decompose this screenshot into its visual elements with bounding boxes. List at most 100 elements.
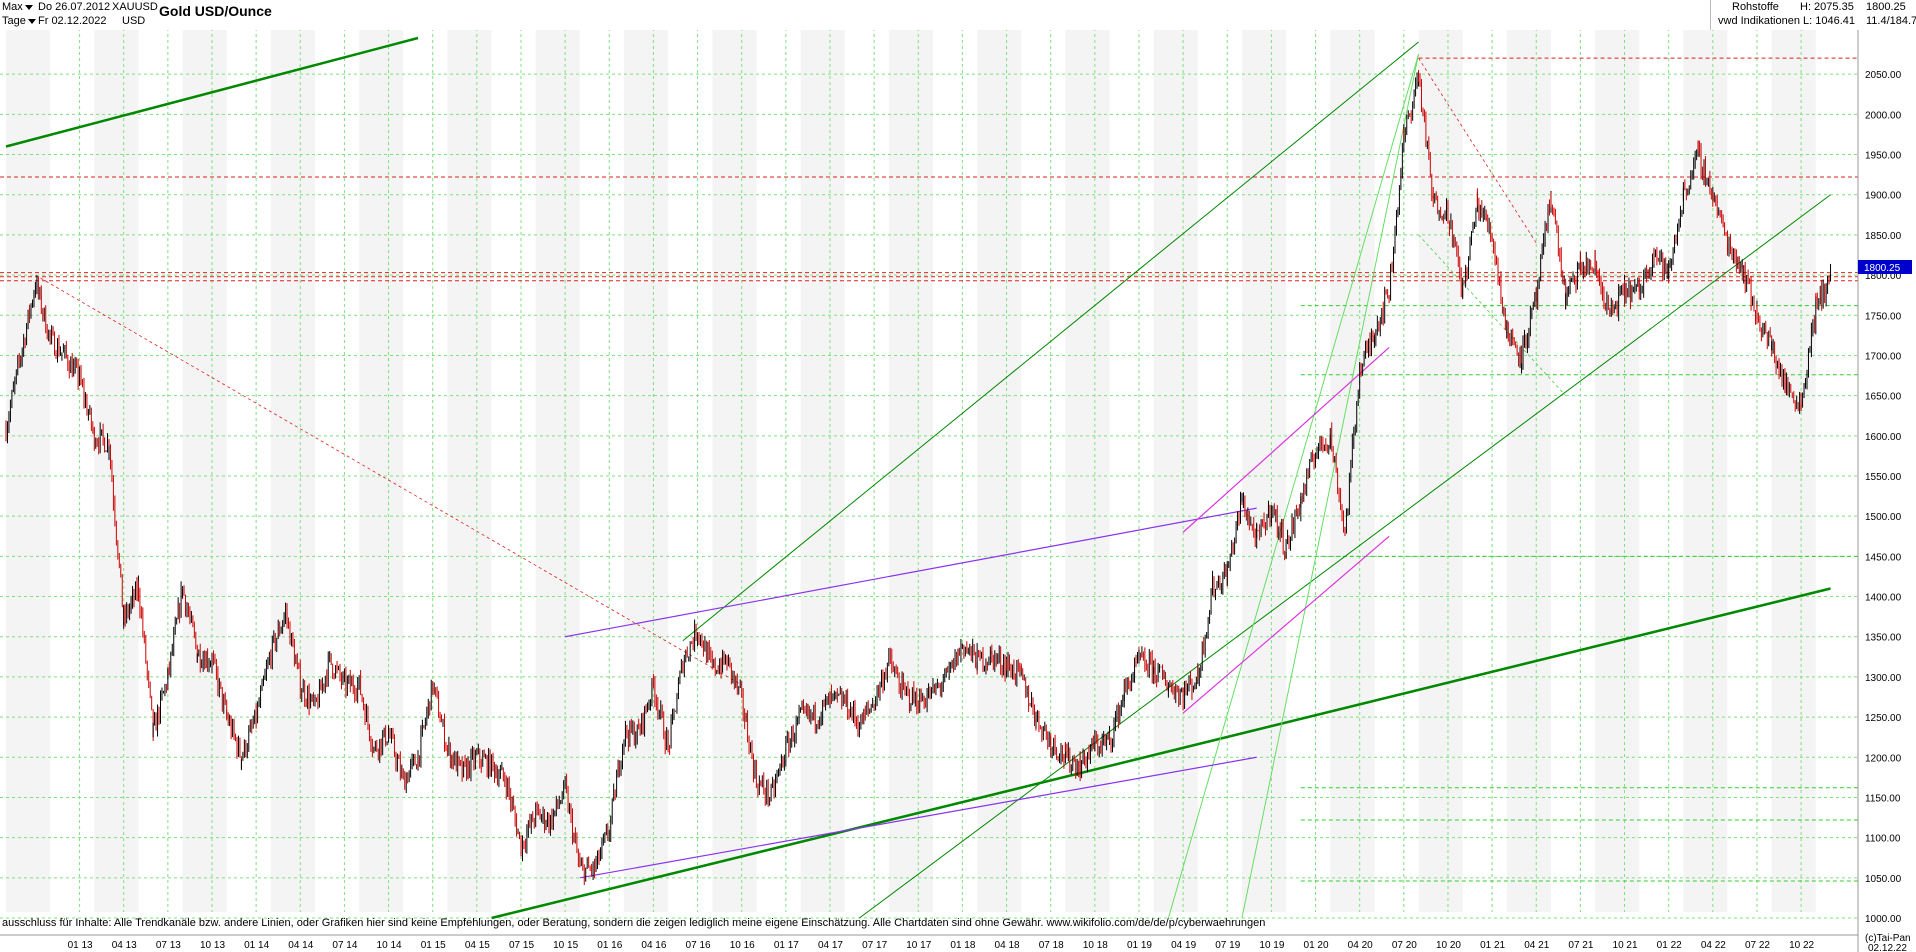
long-channel-top-line: [5, 36, 419, 148]
range-select[interactable]: Max: [2, 1, 33, 14]
x-tick-label: 01 17: [774, 940, 799, 951]
pullback-line: [1418, 57, 1537, 244]
x-tick-label: 04 19: [1171, 940, 1196, 951]
y-tick-label: 1750.00: [1865, 311, 1902, 322]
x-tick-label: 04 18: [995, 940, 1020, 951]
month-band: [1065, 28, 1110, 912]
date-to: Fr 02.12.2022: [38, 15, 107, 27]
x-tick-label: 10 14: [377, 940, 402, 951]
chart-title: Gold USD/Ounce: [159, 3, 272, 19]
y-tick-label: 1950.00: [1865, 151, 1902, 162]
y-tick-label: 1350.00: [1865, 633, 1902, 644]
interval-select-label: Tage: [2, 15, 26, 27]
month-band: [270, 28, 315, 912]
month-band: [1595, 28, 1640, 912]
x-tick-label: 07 16: [686, 940, 711, 951]
x-tick-label: 04 20: [1348, 940, 1373, 951]
symbol-label: XAUUSD: [112, 1, 158, 13]
month-band: [977, 28, 1022, 912]
channel-lower-line: [859, 194, 1831, 919]
x-tick-label: 10 13: [200, 940, 225, 951]
x-tick-label: 10 19: [1259, 940, 1284, 951]
x-tick-label: 07 18: [1039, 940, 1064, 951]
x-tick-label: 01 14: [244, 940, 269, 951]
high-label: H: 2075.35: [1800, 1, 1854, 13]
x-tick-label: 04 17: [818, 940, 843, 951]
y-tick-label: 1300.00: [1865, 673, 1902, 684]
dropdown-arrow-icon: [27, 18, 36, 24]
disclaimer-text: ausschluss für Inhalte: Alle Trendkanäle…: [2, 917, 1265, 929]
low-label: L: 1046.41: [1803, 15, 1855, 27]
y-tick-label: 1850.00: [1865, 231, 1902, 242]
current-price-label: 1800.25: [1864, 263, 1901, 274]
x-tick-label: 07 20: [1392, 940, 1417, 951]
x-tick-label: 01 21: [1480, 940, 1505, 951]
y-tick-label: 1800.00: [1865, 271, 1902, 282]
x-tick-label: 07 19: [1215, 940, 1240, 951]
descending-resistance-line: [35, 274, 742, 686]
x-tick-label: 01 15: [421, 940, 446, 951]
month-band: [623, 28, 669, 912]
month-band: [1241, 28, 1287, 912]
x-tick-label: 07 15: [509, 940, 534, 951]
y-tick-label: 1000.00: [1865, 914, 1902, 925]
y-tick-label: 1650.00: [1865, 392, 1902, 403]
date-from: Do 26.07.2012: [38, 1, 111, 13]
steep-trend-line-2: [1241, 53, 1420, 919]
candle-series: [5, 70, 1832, 886]
interval-select[interactable]: Tage: [2, 15, 36, 28]
trendline-overlays: [0, 36, 1858, 920]
x-axis: 01 13 04 13 07 13 10 13 01 14 04 14 07 14 10 14…: [0, 934, 1858, 951]
month-band: [712, 28, 757, 912]
month-band: [1506, 28, 1551, 912]
y-axis: 1000.00 1050.00 1100.00 1150.00 1200.00 1250.…: [1857, 28, 1902, 952]
purple-lower-line: [579, 756, 1257, 879]
channel-upper-line: [682, 41, 1419, 642]
y-tick-label: 1200.00: [1865, 753, 1902, 764]
x-tick-label: 07 22: [1745, 940, 1770, 951]
month-band: [182, 28, 227, 912]
x-tick-label: 10 17: [906, 940, 931, 951]
range-select-label: Max: [2, 1, 23, 13]
y-tick-label: 1400.00: [1865, 593, 1902, 604]
copyright-label: (c)Tai-Pan: [1865, 933, 1911, 944]
x-tick-label: 04 16: [641, 940, 666, 951]
dropdown-arrow-icon: [24, 4, 33, 10]
x-tick-label: 01 22: [1657, 940, 1682, 951]
long-support-line: [491, 587, 1831, 920]
purple-upper-line: [565, 507, 1257, 638]
y-tick-label: 1700.00: [1865, 351, 1902, 362]
x-tick-label: 01 20: [1304, 940, 1329, 951]
x-tick-label: 01 18: [950, 940, 975, 951]
month-band: [800, 28, 845, 912]
x-tick-label: 04 14: [288, 940, 313, 951]
y-tick-label: 1900.00: [1865, 191, 1902, 202]
x-tick-label: 10 15: [553, 940, 578, 951]
x-tick-label: 10 16: [730, 940, 755, 951]
last-value-label: 1800.25: [1866, 1, 1906, 13]
x-tick-label: 01 19: [1127, 940, 1152, 951]
month-band: [1330, 28, 1375, 912]
last-date-label: 02.12.22: [1868, 943, 1907, 952]
x-tick-label: 10 21: [1613, 940, 1638, 951]
x-tick-label: 07 14: [332, 940, 357, 951]
magenta-upper-line: [1182, 346, 1390, 533]
month-band: [888, 28, 933, 912]
y-tick-label: 1500.00: [1865, 512, 1902, 523]
category-label: Rohstoffe: [1732, 1, 1779, 13]
y-tick-label: 1100.00: [1865, 834, 1901, 845]
x-tick-label: 04 15: [465, 940, 490, 951]
header-divider: [1710, 0, 1711, 30]
x-tick-label: 04 13: [112, 940, 137, 951]
month-band: [359, 28, 404, 912]
x-tick-label: 10 20: [1436, 940, 1461, 951]
y-tick-label: 2050.00: [1865, 70, 1902, 81]
alternating-month-bands: [6, 28, 1816, 912]
x-tick-label: 01 16: [597, 940, 622, 951]
x-tick-label: 07 13: [156, 940, 181, 951]
month-band: [535, 28, 580, 912]
x-tick-label: 10 18: [1083, 940, 1108, 951]
currency-label: USD: [122, 15, 146, 27]
range-info-label: 11.4/184.7: [1866, 15, 1916, 27]
